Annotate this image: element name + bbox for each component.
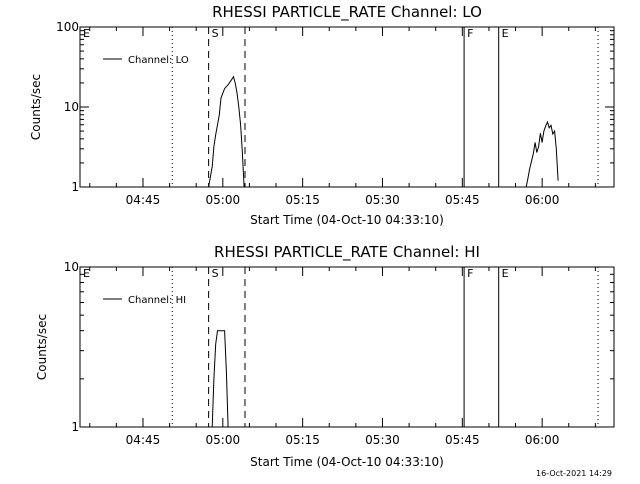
x-tick-label-2: 05:15 [285, 193, 320, 207]
panel-lo-series [208, 75, 559, 188]
panel-lo-axis-ticks: 04:45 05:00 05:15 05:30 05:45 06:00 1 10 100 [56, 20, 614, 207]
event-marker-label-2: S [212, 27, 219, 40]
x-tick-label-0: 04:45 [126, 193, 161, 207]
x-tick-label-5: 06:00 [525, 433, 560, 447]
panel-lo: RHESSI PARTICLE_RATE Channel: LO E S F E 04… [29, 3, 615, 227]
event-marker-label-0: E [83, 27, 90, 40]
y-tick-label-0: 1 [71, 420, 79, 434]
panel-hi-legend: Channel: HI [103, 295, 186, 306]
panel-hi-frame [79, 266, 615, 428]
y-tick-label-1: 10 [64, 260, 79, 274]
event-marker-label-2: S [212, 267, 219, 280]
x-tick-label-3: 05:30 [365, 193, 400, 207]
x-tick-label-5: 06:00 [525, 193, 560, 207]
event-marker-label-4: F [467, 27, 473, 40]
event-marker-label-5: E [502, 267, 509, 280]
panel-hi-series [211, 330, 229, 428]
panel-lo-legend: Channel: LO [103, 55, 189, 66]
legend-label-hi: Channel: HI [128, 295, 186, 306]
series-line-0-segment-0 [208, 75, 245, 188]
x-tick-label-0: 04:45 [126, 433, 161, 447]
y-tick-label-0: 1 [71, 180, 79, 194]
x-tick-label-4: 05:45 [445, 193, 480, 207]
x-tick-label-1: 05:00 [206, 433, 241, 447]
x-tick-label-1: 05:00 [206, 193, 241, 207]
event-marker-label-5: E [502, 27, 509, 40]
legend-label-lo: Channel: LO [128, 55, 189, 66]
panel-hi-axis-ticks: 04:45 05:00 05:15 05:30 05:45 06:00 1 10 [64, 260, 614, 447]
panel-lo-title: RHESSI PARTICLE_RATE Channel: LO [212, 3, 482, 22]
footer-timestamp: 16-Oct-2021 14:29 [536, 469, 612, 478]
x-tick-label-2: 05:15 [285, 433, 320, 447]
series-line-0-segment-0 [211, 330, 229, 428]
panel-hi-ylabel: Counts/sec [35, 314, 49, 380]
panel-lo-xlabel: Start Time (04-Oct-10 04:33:10) [250, 213, 444, 227]
y-tick-label-1: 10 [64, 100, 79, 114]
panel-hi-title: RHESSI PARTICLE_RATE Channel: HI [214, 243, 480, 262]
series-line-0-segment-1 [525, 120, 559, 188]
panel-hi: RHESSI PARTICLE_RATE Channel: HI E S F E 04… [35, 243, 615, 469]
event-marker-label-0: E [83, 267, 90, 280]
x-tick-label-3: 05:30 [365, 433, 400, 447]
y-tick-label-2: 100 [56, 20, 79, 34]
x-tick-label-4: 05:45 [445, 433, 480, 447]
panel-lo-ylabel: Counts/sec [29, 74, 43, 140]
event-marker-label-4: F [467, 267, 473, 280]
panel-hi-xlabel: Start Time (04-Oct-10 04:33:10) [250, 455, 444, 469]
